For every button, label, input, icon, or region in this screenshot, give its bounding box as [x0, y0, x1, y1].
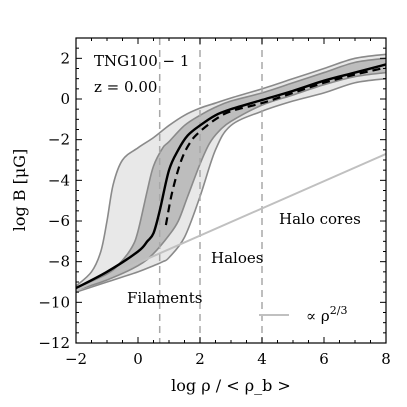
y-axis-label: log B [μG] [10, 149, 29, 232]
haloes-label: Haloes [211, 249, 263, 267]
x-tick-label: 2 [195, 350, 205, 368]
axis-tick-labels: −2 0 2 4 6 8 −12 −10 −8 −6 −4 −2 0 2 [38, 49, 390, 368]
y-tick-label: −2 [48, 131, 70, 149]
x-tick-label: 8 [381, 350, 391, 368]
y-tick-label: −12 [38, 334, 70, 352]
x-tick-label: 0 [133, 350, 143, 368]
x-tick-label: 6 [319, 350, 329, 368]
run-label: TNG100 − 1 [94, 52, 189, 70]
y-tick-label: 0 [60, 90, 70, 108]
y-tick-label: −8 [48, 253, 70, 271]
y-tick-label: −6 [48, 212, 70, 230]
x-tick-label: −2 [65, 350, 87, 368]
halo-cores-label: Halo cores [279, 210, 361, 228]
y-tick-label: −4 [48, 171, 70, 189]
y-tick-label: −10 [38, 293, 70, 311]
plot-area [76, 38, 386, 343]
redshift-label: z = 0.00 [94, 78, 157, 96]
y-tick-label: 2 [60, 49, 70, 67]
inner-band-upper-edge [76, 57, 386, 289]
slope-reference-line [76, 152, 386, 292]
vertical-marker-lines [158, 38, 263, 343]
x-axis-label: log ρ / < ρ_b > [171, 376, 291, 395]
axis-ticks [75, 38, 387, 344]
filaments-label: Filaments [127, 289, 202, 307]
legend-slope-label: ∝ ρ2/3 [306, 304, 347, 325]
outer-band-upper-edge [76, 53, 386, 287]
mean-line [164, 66, 386, 226]
legend: ∝ ρ2/3 [259, 304, 347, 325]
x-tick-label: 4 [257, 350, 267, 368]
median-line [76, 63, 386, 290]
